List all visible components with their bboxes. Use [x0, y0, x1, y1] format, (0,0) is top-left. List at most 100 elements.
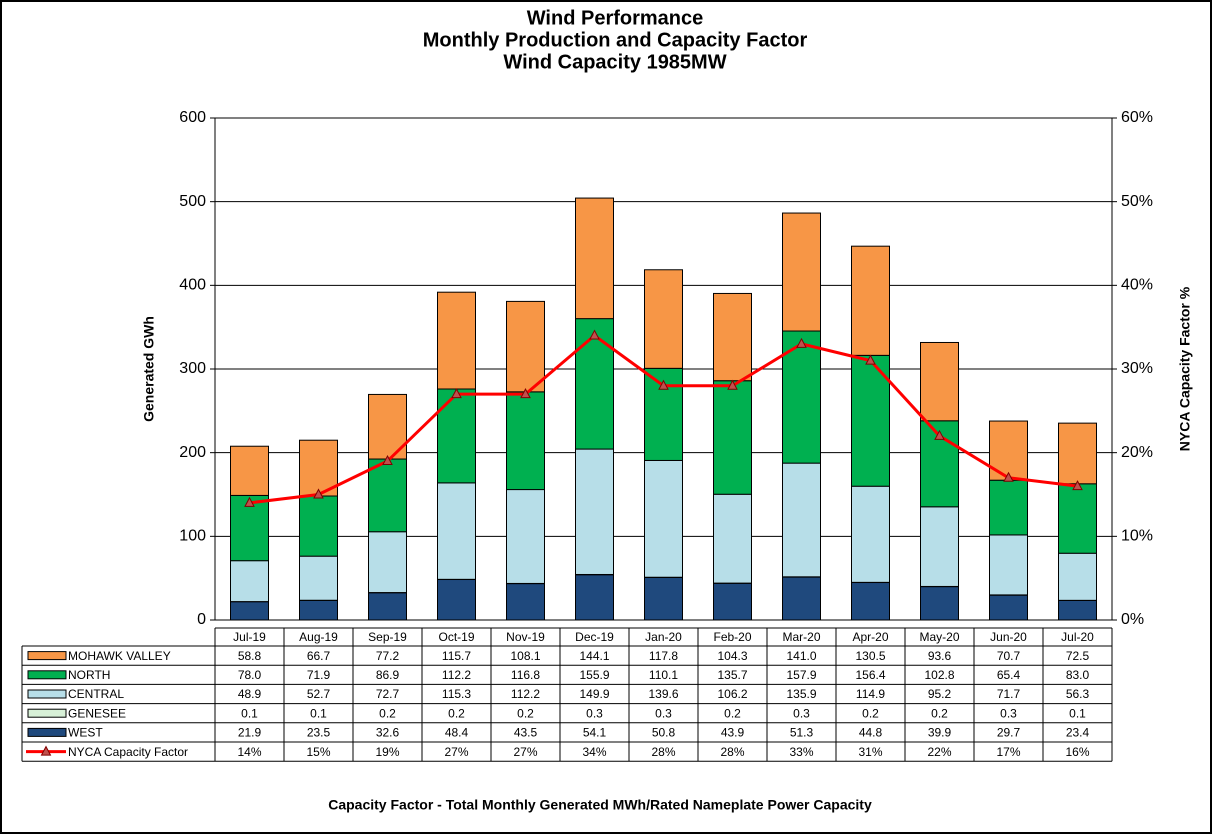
table-value: 0.2 [862, 706, 879, 720]
legend-label: CENTRAL [68, 687, 124, 701]
line-marker [244, 496, 255, 507]
x-tick-label: Jul-20 [1061, 630, 1094, 644]
y2-tick-label: 50% [1121, 193, 1153, 210]
x-tick-label: Jan-20 [645, 630, 682, 644]
legend-label: WEST [68, 726, 103, 740]
table-value: 149.9 [579, 687, 609, 701]
y-tick-label: 200 [179, 444, 206, 461]
y2-tick-label: 30% [1121, 360, 1153, 377]
y-tick-label: 500 [179, 193, 206, 210]
bar-segment [1058, 552, 1097, 601]
x-tick-label: May-20 [919, 630, 959, 644]
table-value: 102.8 [924, 668, 954, 682]
table-value: 28% [651, 745, 675, 759]
bar-segment [713, 292, 752, 382]
table-value: 0.3 [1000, 706, 1017, 720]
table-value: 34% [582, 745, 606, 759]
bar-segment [437, 579, 476, 621]
table-value: 19% [375, 745, 399, 759]
table-value: 130.5 [855, 649, 885, 663]
table-value: 115.7 [442, 649, 471, 663]
table-value: 157.9 [786, 668, 816, 682]
bar-segment [230, 601, 269, 621]
table-value: 112.2 [511, 687, 540, 701]
table-value: 17% [996, 745, 1020, 759]
table-value: 65.4 [997, 668, 1021, 682]
table-value: 58.8 [238, 649, 262, 663]
table-value: 22% [927, 745, 951, 759]
line-marker [313, 488, 324, 499]
legend-swatch [27, 651, 67, 661]
table-value: 108.1 [510, 649, 540, 663]
x-tick-label: Jun-20 [990, 630, 1027, 644]
bar-segment [713, 493, 752, 584]
bar-segment [1058, 599, 1097, 621]
table-value: 78.0 [238, 668, 262, 682]
bar-segment [230, 560, 269, 603]
bar-segment [713, 380, 752, 495]
y-tick-label: 0 [197, 611, 206, 628]
y2-tick-label: 40% [1121, 277, 1153, 294]
legend-label: GENESEE [68, 706, 126, 720]
bar-segment [920, 341, 959, 422]
chart-title: Wind Performance [527, 7, 704, 29]
y-axis-label: Generated GWh [141, 316, 157, 422]
bar-segment [782, 212, 821, 332]
chart-title: Monthly Production and Capacity Factor [423, 29, 808, 51]
table-value: 95.2 [928, 687, 952, 701]
bar-segment [299, 495, 338, 557]
legend-label: MOHAWK VALLEY [68, 649, 171, 663]
bar-segment [851, 354, 890, 487]
bar-segment [506, 583, 545, 621]
bar-segment [920, 506, 959, 587]
table-value: 39.9 [928, 726, 952, 740]
y-tick-label: 400 [179, 277, 206, 294]
bar-segment [644, 459, 683, 578]
legend-marker [40, 745, 52, 756]
table-value: 32.6 [376, 726, 400, 740]
table-value: 43.9 [721, 726, 745, 740]
bar-segment [644, 576, 683, 621]
table-value: 135.9 [786, 687, 816, 701]
table-value: 117.8 [649, 649, 678, 663]
table-value: 72.7 [376, 687, 400, 701]
bar-segment [437, 388, 476, 484]
table-value: 71.7 [997, 687, 1021, 701]
table-value: 156.4 [855, 668, 885, 682]
x-tick-label: Aug-19 [299, 630, 338, 644]
bar-segment [575, 318, 614, 450]
table-value: 83.0 [1066, 668, 1090, 682]
y-tick-label: 300 [179, 360, 206, 377]
table-value: 31% [858, 745, 882, 759]
table-value: 48.9 [238, 687, 262, 701]
y-tick-label: 600 [179, 109, 206, 126]
bar-segment [713, 582, 752, 621]
table-value: 51.3 [790, 726, 814, 740]
table-value: 23.5 [307, 726, 331, 740]
table-value: 23.4 [1066, 726, 1090, 740]
table-value: 71.9 [307, 668, 331, 682]
chart-title: Wind Capacity 1985MW [503, 51, 726, 73]
table-value: 0.3 [655, 706, 672, 720]
table-value: 139.6 [648, 687, 678, 701]
table-value: 27% [513, 745, 537, 759]
line-marker [589, 329, 600, 340]
x-tick-label: Apr-20 [852, 630, 888, 644]
line-marker [865, 354, 876, 365]
bar-segment [575, 197, 614, 320]
x-tick-label: Dec-19 [575, 630, 614, 644]
table-value: 155.9 [579, 668, 609, 682]
x-tick-label: Mar-20 [782, 630, 820, 644]
bar-segment [989, 479, 1028, 536]
line-marker [451, 388, 462, 399]
bar-segment [506, 391, 545, 491]
bar-segment [368, 458, 407, 533]
bar-segment [437, 482, 476, 580]
table-value: 104.3 [717, 649, 747, 663]
table-value: 66.7 [307, 649, 331, 663]
legend-swatch [27, 689, 67, 699]
legend-swatch [27, 727, 67, 737]
line-marker [934, 429, 945, 440]
table-value: 27% [444, 745, 468, 759]
